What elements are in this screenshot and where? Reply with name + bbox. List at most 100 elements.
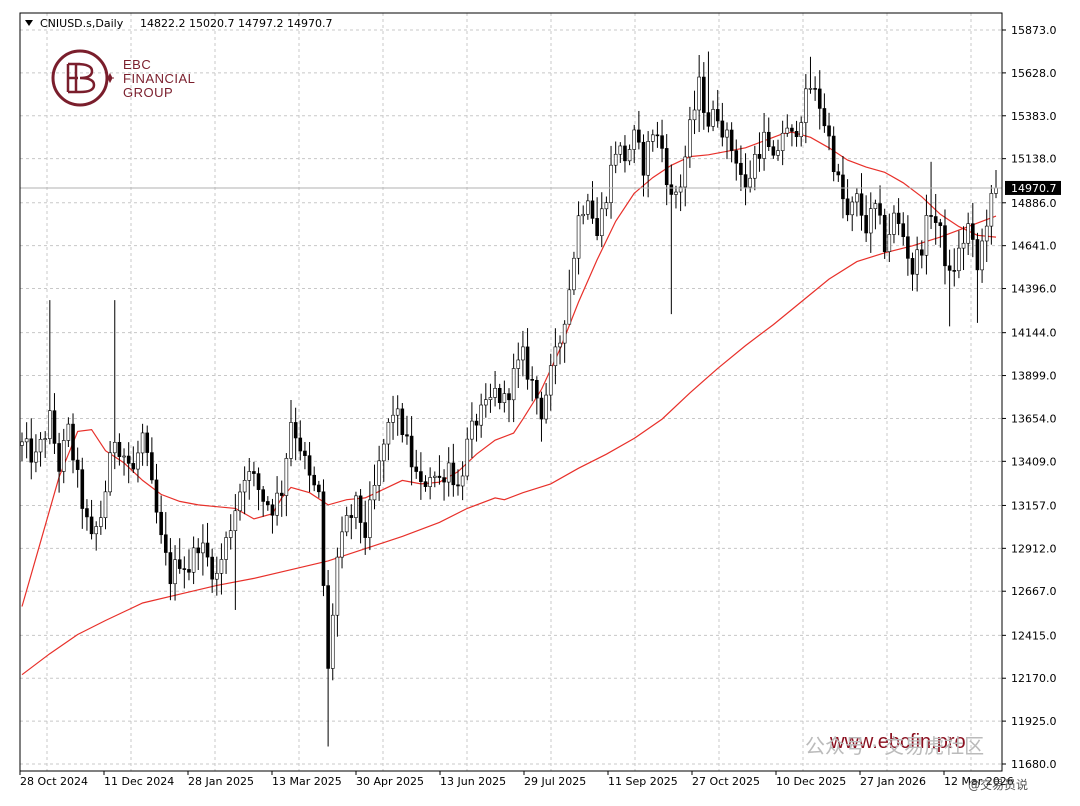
candle-body bbox=[604, 202, 609, 210]
plot-frame bbox=[19, 12, 1003, 772]
candle-body bbox=[94, 526, 99, 535]
candle-body bbox=[163, 534, 168, 553]
candle-body bbox=[488, 397, 493, 400]
candle-body bbox=[71, 423, 75, 461]
candle-body bbox=[256, 473, 261, 490]
candle-body bbox=[632, 129, 637, 150]
candle-body bbox=[646, 141, 650, 176]
candle-body bbox=[177, 559, 182, 569]
candle-body bbox=[701, 76, 706, 113]
x-tick-label: 12 Mar 2026 bbox=[944, 775, 1014, 788]
candle-body bbox=[126, 455, 131, 464]
ebc-logo: EBC FINANCIAL GROUP bbox=[51, 49, 195, 107]
candle-body bbox=[664, 148, 669, 186]
candle-body bbox=[242, 480, 247, 493]
candle-body bbox=[822, 108, 827, 127]
logo-line-3: GROUP bbox=[123, 85, 173, 100]
candle-body bbox=[228, 530, 233, 538]
candle-body bbox=[340, 531, 344, 558]
candle-body bbox=[57, 443, 61, 472]
candle-body bbox=[808, 88, 813, 90]
candle-body bbox=[919, 249, 924, 256]
logo-line-1: EBC bbox=[123, 57, 151, 72]
candle-body bbox=[437, 475, 442, 478]
candle-body bbox=[516, 359, 521, 369]
candle-body bbox=[780, 132, 785, 151]
moving-averages bbox=[21, 131, 997, 676]
candle-body bbox=[743, 174, 748, 188]
candle-body bbox=[929, 215, 933, 217]
candle-body bbox=[215, 573, 219, 580]
candle-body bbox=[446, 462, 451, 483]
candle-body bbox=[725, 129, 729, 138]
candle-body bbox=[521, 346, 525, 361]
grid-lines bbox=[20, 13, 1002, 771]
candle-body bbox=[112, 441, 117, 454]
candle-body bbox=[586, 200, 590, 215]
candle-body bbox=[48, 410, 52, 439]
candle-body bbox=[771, 146, 776, 156]
candle-body bbox=[43, 438, 47, 440]
candle-body bbox=[191, 547, 196, 573]
candle-body bbox=[317, 484, 321, 493]
candle-body bbox=[804, 88, 808, 123]
candle-body bbox=[497, 388, 502, 404]
candle-body bbox=[395, 408, 400, 416]
candle-body bbox=[553, 346, 558, 367]
candle-body bbox=[103, 491, 108, 519]
x-tick-label: 11 Sep 2025 bbox=[608, 775, 678, 788]
candle-body bbox=[136, 452, 140, 470]
time-axis: 28 Oct 2024 11 Dec 2024 28 Jan 2025 13 Mar … bbox=[19, 771, 1014, 788]
candle-body bbox=[298, 437, 303, 452]
x-tick-label: 13 Jun 2025 bbox=[440, 775, 506, 788]
candle-body bbox=[409, 435, 414, 468]
candle-body bbox=[850, 201, 855, 216]
candle-body bbox=[502, 393, 507, 404]
candle-body bbox=[386, 422, 391, 445]
candle-body bbox=[590, 200, 595, 219]
candle-body bbox=[168, 552, 173, 585]
candle-body bbox=[855, 193, 859, 203]
candle-body bbox=[474, 420, 479, 426]
candle-body bbox=[711, 109, 715, 127]
y-tick-label: 13157.0 bbox=[1011, 499, 1057, 512]
candle-body bbox=[813, 88, 817, 90]
candle-body bbox=[219, 559, 224, 574]
candle-body bbox=[210, 556, 214, 580]
candle-body bbox=[618, 145, 623, 155]
candle-body bbox=[266, 501, 270, 506]
candle-body bbox=[530, 379, 534, 381]
candle-body bbox=[683, 156, 688, 188]
candle-body bbox=[159, 511, 163, 536]
x-tick-label: 27 Oct 2025 bbox=[692, 775, 760, 788]
ohlc-values: 14822.2 15020.7 14797.2 14970.7 bbox=[140, 17, 332, 30]
y-tick-label: 13899.0 bbox=[1011, 370, 1057, 383]
candle-body bbox=[989, 193, 994, 227]
candle-body bbox=[61, 440, 66, 472]
candle-body bbox=[947, 265, 952, 271]
candle-body bbox=[817, 88, 822, 109]
candle-body bbox=[99, 517, 103, 527]
y-tick-label: 14396.0 bbox=[1011, 283, 1057, 296]
candle-body bbox=[372, 485, 377, 501]
candle-body bbox=[405, 434, 409, 437]
candle-body bbox=[794, 131, 799, 138]
candle-body bbox=[252, 471, 256, 474]
candle-body bbox=[697, 76, 701, 111]
candle-body bbox=[279, 492, 284, 496]
candle-body bbox=[34, 451, 38, 463]
candle-body bbox=[938, 222, 943, 226]
candle-body bbox=[303, 450, 307, 456]
candle-body bbox=[994, 187, 998, 194]
candle-body bbox=[154, 479, 159, 513]
candle-body bbox=[122, 455, 126, 458]
candle-body bbox=[117, 441, 122, 457]
y-tick-label: 15628.0 bbox=[1011, 67, 1057, 80]
candle-body bbox=[465, 438, 470, 477]
candle-body bbox=[878, 203, 882, 216]
dropdown-triangle-icon[interactable] bbox=[25, 20, 33, 26]
candle-body bbox=[20, 441, 24, 446]
candle-body bbox=[952, 270, 957, 272]
y-tick-label: 11680.0 bbox=[1011, 758, 1057, 771]
